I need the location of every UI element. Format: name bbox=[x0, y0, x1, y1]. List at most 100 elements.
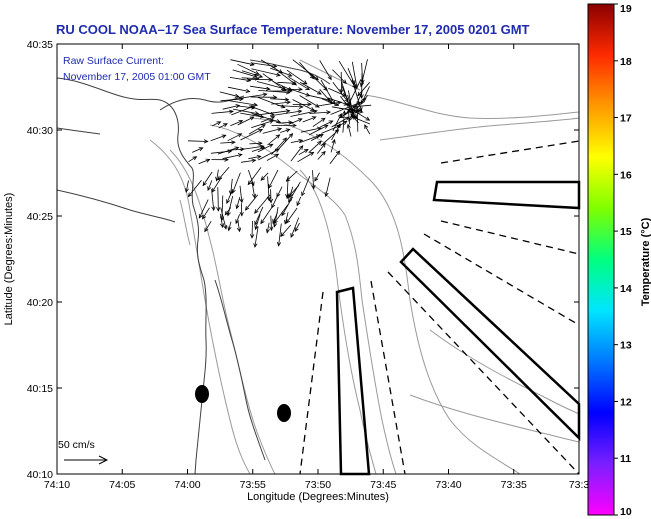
current-vector-head bbox=[357, 91, 362, 97]
y-tick-label: 40:25 bbox=[27, 211, 53, 223]
current-vector bbox=[277, 81, 296, 84]
current-vector bbox=[312, 170, 315, 189]
current-vector bbox=[332, 113, 342, 132]
x-tick-label: 73:55 bbox=[240, 479, 266, 491]
colorbar-tick-label: 15 bbox=[620, 226, 632, 238]
current-vector-head bbox=[346, 123, 351, 129]
current-vector bbox=[271, 196, 278, 208]
current-vector bbox=[309, 111, 331, 114]
current-vector bbox=[198, 159, 210, 165]
current-vector bbox=[227, 133, 242, 142]
current-vector-head bbox=[250, 234, 255, 239]
current-vector bbox=[309, 72, 328, 91]
current-vector-head bbox=[355, 108, 360, 114]
current-vector bbox=[251, 120, 274, 129]
current-vector-head bbox=[280, 85, 286, 90]
current-vector bbox=[312, 117, 326, 127]
current-vector-head bbox=[224, 210, 229, 216]
current-vector-head bbox=[288, 88, 293, 94]
current-vector bbox=[270, 98, 289, 101]
current-vector-head bbox=[334, 102, 340, 107]
current-vector bbox=[232, 172, 241, 194]
current-vector bbox=[220, 98, 244, 102]
current-vector bbox=[288, 76, 310, 91]
current-vector bbox=[241, 159, 256, 163]
colorbar-tick-label: 10 bbox=[620, 506, 632, 518]
current-vector-head bbox=[207, 186, 212, 192]
current-vector bbox=[260, 172, 269, 181]
current-vector-head bbox=[342, 110, 347, 115]
y-tick-label: 40:30 bbox=[27, 125, 53, 137]
current-vector bbox=[280, 129, 290, 133]
current-vector-head bbox=[251, 193, 257, 199]
current-vector-head bbox=[320, 117, 326, 122]
current-vector bbox=[320, 79, 336, 105]
current-vector-head bbox=[277, 127, 283, 132]
current-vector bbox=[277, 105, 303, 108]
current-vector-head bbox=[268, 198, 274, 204]
dashed-sector-lines bbox=[299, 140, 580, 475]
current-vector-head bbox=[254, 71, 260, 75]
current-vector bbox=[211, 177, 222, 193]
current-vector-head bbox=[216, 121, 222, 126]
current-vector-head bbox=[254, 209, 259, 214]
current-vector bbox=[279, 71, 297, 86]
current-vector bbox=[230, 120, 243, 127]
current-vector bbox=[258, 110, 290, 116]
current-vector bbox=[224, 207, 232, 216]
current-vector bbox=[286, 69, 308, 85]
current-vector-head bbox=[254, 225, 259, 231]
current-vector-head bbox=[292, 123, 297, 128]
current-vector-head bbox=[339, 88, 344, 94]
current-vector-head bbox=[239, 198, 244, 204]
current-vector bbox=[240, 112, 264, 118]
current-vector-head bbox=[252, 73, 258, 78]
current-vector bbox=[210, 134, 226, 142]
current-vector bbox=[258, 90, 290, 93]
current-vector bbox=[251, 147, 265, 152]
current-vector bbox=[300, 82, 322, 95]
current-vector bbox=[317, 151, 326, 160]
current-vector-head bbox=[337, 112, 342, 118]
current-vector bbox=[241, 70, 263, 78]
current-vector-head bbox=[276, 241, 282, 247]
current-vector-head bbox=[298, 145, 304, 150]
x-tick-label: 73:3 bbox=[569, 479, 590, 491]
colorbar-tick-label: 16 bbox=[620, 169, 632, 181]
current-vector-head bbox=[305, 86, 311, 91]
colorbar-tick-label: 12 bbox=[620, 396, 632, 408]
current-vector bbox=[218, 123, 228, 129]
current-vector-head bbox=[334, 129, 340, 134]
current-vector bbox=[341, 86, 351, 107]
current-vector bbox=[330, 139, 335, 153]
current-vector-head bbox=[280, 232, 285, 238]
current-vector bbox=[237, 116, 254, 126]
current-vector bbox=[236, 196, 241, 209]
current-vector bbox=[258, 148, 280, 161]
current-vector-head bbox=[253, 243, 258, 248]
scale-label: 50 cm/s bbox=[58, 439, 95, 451]
current-vector bbox=[357, 82, 371, 96]
current-vector bbox=[308, 94, 331, 101]
current-vector bbox=[339, 108, 361, 111]
current-vector-head bbox=[296, 201, 301, 207]
current-vector-head bbox=[331, 138, 336, 144]
current-vector bbox=[227, 100, 258, 106]
current-vector-head bbox=[258, 128, 264, 133]
current-vector-head bbox=[268, 143, 274, 148]
current-vector bbox=[202, 207, 210, 219]
current-vector-head bbox=[321, 150, 326, 156]
current-vector bbox=[226, 189, 233, 204]
coastline bbox=[56, 59, 331, 475]
colorbar bbox=[587, 3, 615, 516]
current-vector-head bbox=[258, 74, 264, 78]
current-vector-head bbox=[286, 194, 291, 199]
current-vector bbox=[329, 150, 340, 164]
current-vector-head bbox=[274, 153, 280, 158]
colorbar-tick-label: 19 bbox=[620, 3, 632, 15]
current-vector bbox=[296, 196, 302, 206]
current-vector-head bbox=[346, 108, 351, 114]
current-vector bbox=[342, 111, 345, 133]
current-vector-head bbox=[302, 80, 308, 85]
